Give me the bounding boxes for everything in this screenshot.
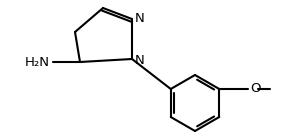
Text: N: N <box>135 53 145 67</box>
Text: H₂N: H₂N <box>25 55 50 69</box>
Text: O: O <box>250 83 261 95</box>
Text: N: N <box>135 12 145 24</box>
